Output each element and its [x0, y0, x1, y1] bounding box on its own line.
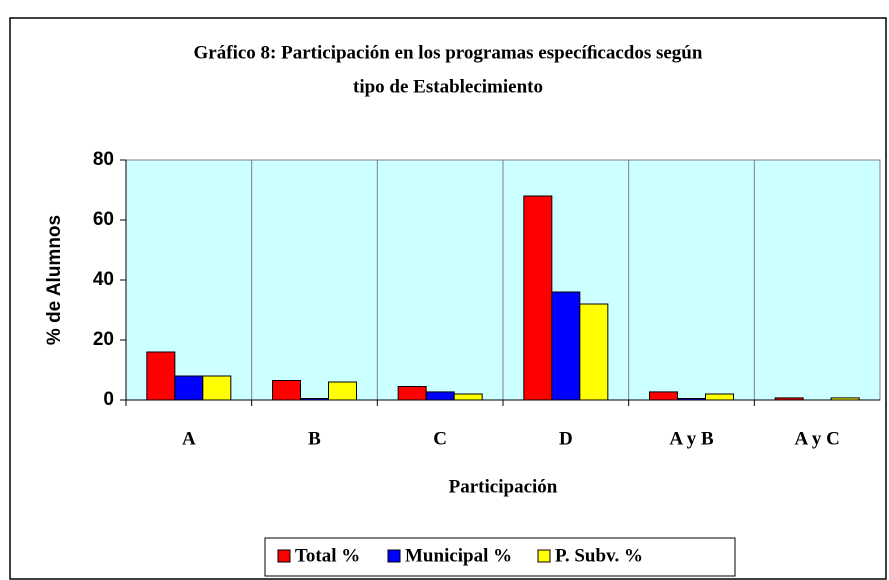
bar — [677, 398, 706, 401]
x-axis-label: Participación — [449, 476, 558, 497]
bar — [551, 291, 581, 401]
x-tick-label: B — [308, 428, 321, 449]
x-tick-label: A — [182, 428, 196, 449]
bar — [453, 393, 483, 401]
bar — [830, 397, 860, 401]
bar — [300, 398, 329, 401]
chart-title: tipo de Establecimiento — [353, 76, 543, 97]
bar — [328, 381, 357, 401]
bar — [397, 386, 427, 401]
bar — [523, 195, 553, 401]
bar — [272, 380, 301, 401]
bar — [174, 375, 204, 401]
legend-swatch — [537, 549, 551, 563]
bar — [705, 393, 734, 401]
bar — [425, 391, 455, 401]
legend-swatch — [387, 549, 401, 563]
y-tick-label: 0 — [103, 389, 114, 410]
chart-title: Gráfico 8: Participación en los programa… — [194, 42, 703, 63]
legend-box — [264, 537, 736, 577]
legend-label: P. Subv. % — [555, 545, 643, 566]
bar — [202, 375, 232, 401]
y-tick-label: 40 — [93, 269, 114, 290]
y-tick-label: 80 — [93, 149, 114, 170]
y-tick-label: 20 — [93, 329, 114, 350]
legend-label: Total % — [295, 545, 360, 566]
legend-label: Municipal % — [405, 545, 512, 566]
x-tick-label: A y C — [794, 428, 839, 449]
bar — [774, 397, 804, 401]
legend-swatch — [277, 549, 291, 563]
bar — [579, 303, 609, 401]
x-tick-label: C — [433, 428, 447, 449]
bar — [649, 391, 678, 401]
bar — [146, 351, 176, 401]
x-tick-label: A y B — [669, 428, 714, 449]
y-tick-label: 60 — [93, 209, 114, 230]
y-axis-label: % de Alumnos — [44, 215, 65, 345]
x-tick-label: D — [559, 428, 573, 449]
